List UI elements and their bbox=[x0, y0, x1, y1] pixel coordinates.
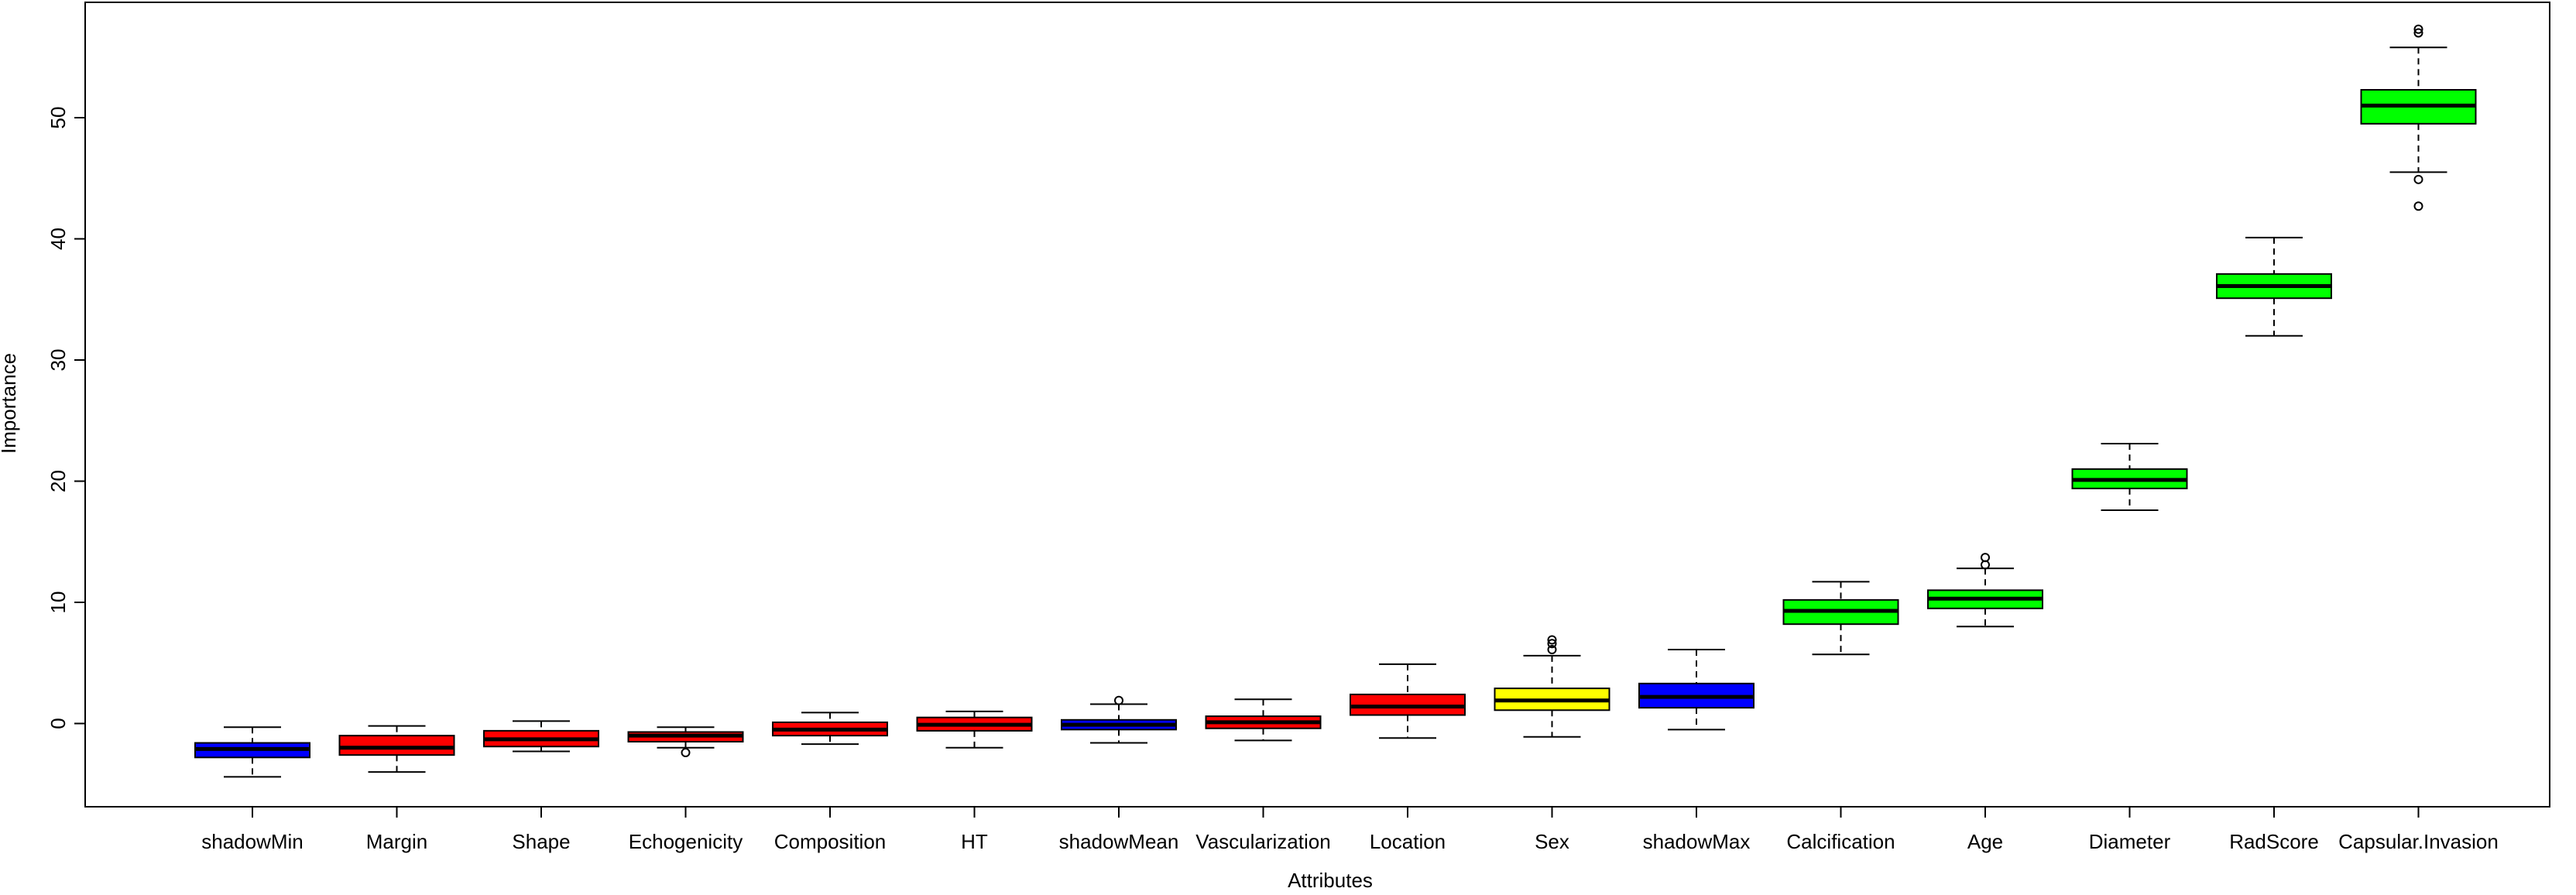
y-tick-label: 10 bbox=[46, 592, 70, 614]
x-tick-label: Echogenicity bbox=[629, 830, 743, 853]
x-tick-label: shadowMean bbox=[1059, 830, 1179, 853]
x-axis: shadowMin Margin Shape Echogenicity Composit… bbox=[201, 807, 2499, 853]
y-tick-label: 0 bbox=[46, 718, 70, 729]
boxes-layer bbox=[194, 24, 2477, 778]
outlier-point bbox=[2413, 201, 2423, 211]
box-ht bbox=[916, 710, 1033, 749]
y-tick-label: 50 bbox=[46, 107, 70, 129]
box-calcification bbox=[1782, 581, 1899, 656]
x-tick-label: Vascularization bbox=[1195, 830, 1330, 853]
x-tick-label: RadScore bbox=[2229, 830, 2319, 853]
x-tick-label: Capsular.Invasion bbox=[2338, 830, 2499, 853]
y-axis-title: Importance bbox=[0, 353, 20, 454]
box-shape bbox=[483, 720, 599, 753]
outlier-point bbox=[1547, 639, 1557, 649]
y-tick-label: 40 bbox=[46, 228, 70, 250]
x-tick-label: shadowMax bbox=[1643, 830, 1751, 853]
outlier-point bbox=[1981, 553, 1990, 563]
x-tick-label: Location bbox=[1370, 830, 1446, 853]
x-tick-label: shadowMin bbox=[201, 830, 304, 853]
box-capsular-invasion bbox=[2360, 24, 2477, 211]
x-tick-label: Composition bbox=[774, 830, 887, 853]
box-age bbox=[1927, 553, 2043, 628]
plot-frame bbox=[84, 2, 2550, 808]
x-tick-label: Diameter bbox=[2089, 830, 2171, 853]
x-tick-label: Age bbox=[1967, 830, 2003, 853]
box-sex bbox=[1494, 635, 1610, 738]
box-shadowmean bbox=[1061, 695, 1177, 744]
box-iqr bbox=[338, 735, 455, 756]
box-shadowmin bbox=[194, 726, 310, 778]
outlier-point bbox=[2413, 28, 2423, 38]
y-tick-label: 30 bbox=[46, 349, 70, 372]
x-tick-label: Sex bbox=[1535, 830, 1569, 853]
x-tick-label: Shape bbox=[512, 830, 570, 853]
outlier-point bbox=[681, 748, 691, 758]
box-radscore bbox=[2216, 236, 2332, 337]
y-tick-label: 20 bbox=[46, 470, 70, 492]
box-location bbox=[1350, 663, 1466, 739]
box-diameter bbox=[2071, 442, 2188, 512]
box-shadowmax bbox=[1638, 649, 1754, 731]
box-composition bbox=[772, 712, 888, 746]
outlier-point bbox=[1114, 695, 1123, 705]
x-axis-title: Attributes bbox=[1288, 869, 1373, 892]
x-tick-label: Calcification bbox=[1786, 830, 1895, 853]
outlier-point bbox=[2413, 174, 2423, 184]
outlier-point bbox=[2413, 24, 2423, 34]
x-tick-label: HT bbox=[961, 830, 988, 853]
y-axis: 0 10 20 30 40 50 bbox=[46, 107, 85, 729]
box-margin bbox=[338, 725, 455, 773]
x-tick-label: Margin bbox=[366, 830, 427, 853]
box-vascularization bbox=[1205, 698, 1322, 742]
outlier-point bbox=[1547, 635, 1557, 645]
outlier-point bbox=[1547, 645, 1557, 655]
box-echogenicity bbox=[627, 726, 744, 758]
